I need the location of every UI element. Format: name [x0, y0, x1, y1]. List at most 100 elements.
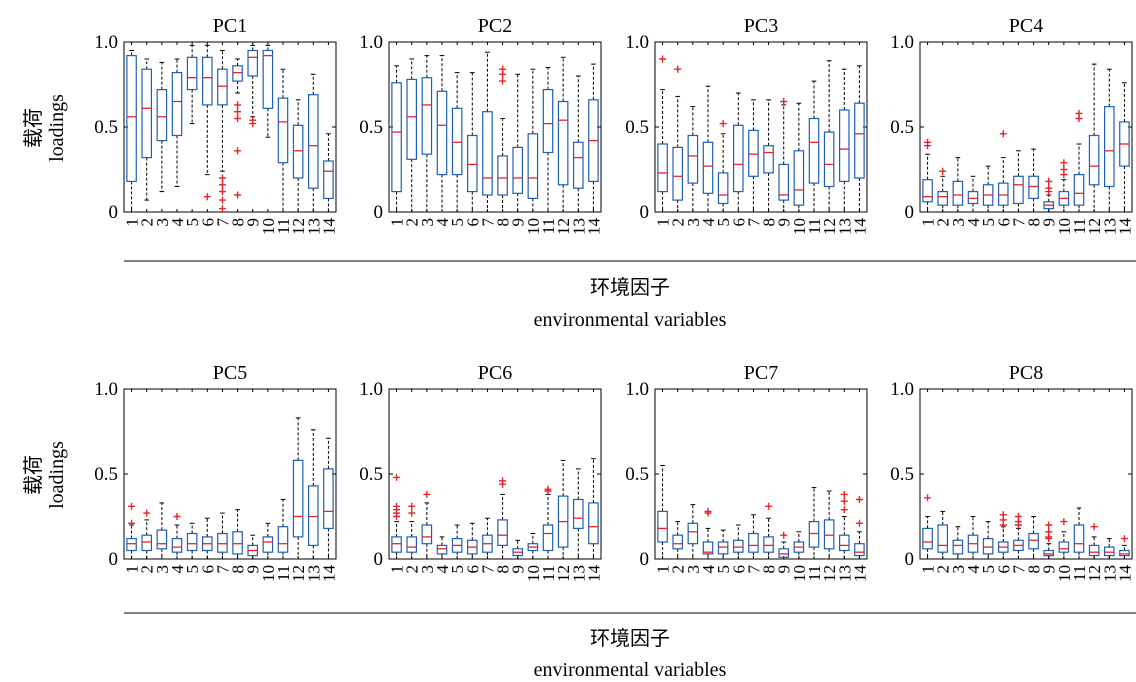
iqr-box	[763, 536, 774, 553]
x-tick-label: 9	[1040, 218, 1059, 227]
iqr-box	[854, 102, 865, 179]
x-tick-label: 12	[554, 565, 573, 582]
x-tick-label: 13	[1100, 565, 1119, 582]
iqr-box	[201, 56, 213, 106]
x-tick-label: 1	[654, 218, 673, 227]
box-8: 8	[494, 389, 513, 574]
x-tick-label: 9	[1040, 565, 1059, 574]
y-tick-label: 0	[905, 549, 915, 570]
box-10: 10	[1055, 389, 1074, 582]
box-5: 5	[714, 42, 733, 227]
outlier-marker	[999, 521, 1007, 529]
y-tick-label: 1.0	[625, 379, 649, 400]
iqr-box	[527, 133, 539, 200]
y-tick-label: 0.5	[890, 464, 914, 485]
x-tick-label: 8	[494, 565, 513, 574]
x-tick-label: 13	[835, 218, 854, 235]
box-2: 2	[669, 42, 688, 227]
iqr-box	[217, 68, 228, 106]
box-14: 14	[850, 42, 869, 235]
box-2: 2	[403, 42, 422, 227]
box-9: 9	[509, 42, 528, 227]
x-tick-label: 2	[934, 565, 953, 574]
ylabel-en-row2: loadings	[46, 441, 68, 509]
box-7: 7	[478, 389, 497, 574]
x-tick-label: 2	[138, 565, 157, 574]
box-4: 4	[168, 389, 187, 574]
outlier-marker	[765, 502, 773, 510]
x-tick-label: 12	[820, 218, 839, 235]
panel-title: PC5	[213, 362, 247, 384]
x-tick-label: 3	[153, 218, 172, 227]
iqr-box	[391, 536, 402, 553]
x-tick-label: 3	[684, 565, 703, 574]
outlier-marker	[423, 490, 431, 498]
iqr-box	[141, 534, 153, 552]
box-13: 13	[569, 42, 588, 235]
x-tick-label: 6	[729, 565, 748, 574]
box-6: 6	[729, 42, 748, 227]
x-tick-label: 1	[388, 565, 407, 574]
box-8: 8	[760, 389, 779, 574]
outlier-marker	[1045, 535, 1053, 543]
iqr-box	[186, 532, 198, 552]
iqr-box	[466, 134, 478, 193]
box-12: 12	[554, 42, 573, 235]
x-tick-label: 12	[289, 565, 308, 582]
box-13: 13	[569, 389, 588, 582]
iqr-box	[232, 531, 243, 555]
y-tick-label: 1.0	[94, 379, 118, 400]
box-13: 13	[835, 389, 854, 582]
y-tick-label: 0	[905, 202, 915, 223]
box-3: 3	[949, 389, 968, 574]
outlier-marker	[704, 509, 712, 517]
iqr-box	[262, 49, 274, 109]
y-tick-label: 0.5	[94, 117, 118, 138]
box-12: 12	[289, 389, 308, 582]
x-tick-label: 10	[790, 218, 809, 235]
iqr-box	[1103, 105, 1115, 188]
iqr-box	[323, 468, 334, 529]
y-tick-label: 0	[109, 202, 119, 223]
iqr-box	[307, 485, 319, 546]
x-tick-label: 1	[123, 218, 142, 227]
iqr-box	[952, 539, 964, 555]
iqr-box	[156, 88, 168, 142]
x-tick-label: 5	[183, 218, 202, 227]
iqr-box	[1103, 546, 1115, 557]
box-3: 3	[418, 389, 437, 574]
box-6: 6	[463, 42, 482, 227]
x-tick-label: 6	[729, 218, 748, 227]
panel-title: PC4	[1009, 15, 1043, 37]
iqr-box	[421, 77, 433, 155]
box-1: 1	[388, 42, 407, 227]
box-10: 10	[790, 389, 809, 582]
x-tick-label: 13	[569, 218, 588, 235]
iqr-box	[277, 97, 289, 164]
outlier-marker	[203, 193, 211, 201]
box-5: 5	[448, 42, 467, 227]
outlier-marker	[1045, 521, 1053, 529]
box-11: 11	[539, 389, 558, 581]
box-7: 7	[478, 42, 497, 227]
iqr-box	[406, 536, 418, 553]
iqr-box	[793, 150, 805, 206]
box-7: 7	[744, 389, 763, 574]
iqr-box	[823, 519, 835, 550]
box-6: 6	[994, 42, 1013, 227]
box-11: 11	[1070, 42, 1089, 234]
box-6: 6	[994, 389, 1013, 574]
box-1: 1	[388, 389, 407, 574]
x-tick-label: 7	[213, 218, 232, 227]
box-14: 14	[584, 389, 603, 582]
outlier-marker	[218, 205, 226, 213]
iqr-box	[247, 49, 259, 77]
box-3: 3	[684, 42, 703, 227]
ylabel-en-row1: loadings	[46, 94, 68, 162]
iqr-box	[763, 145, 774, 174]
outlier-marker	[1014, 521, 1022, 529]
